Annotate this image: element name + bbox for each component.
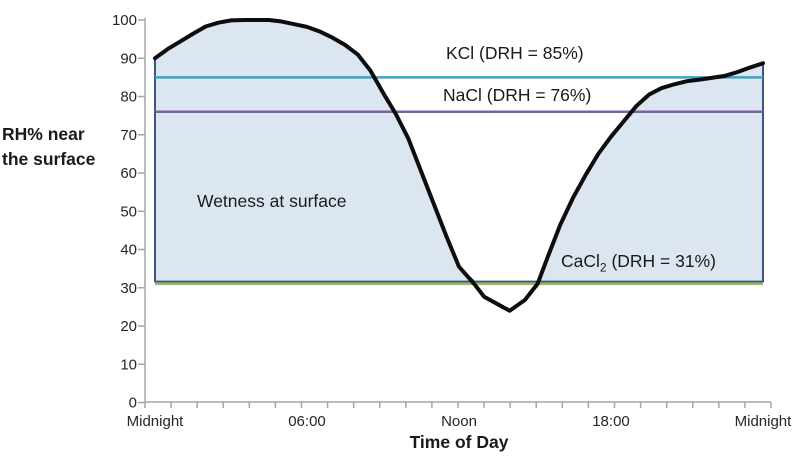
cacl2-label-suffix: (DRH = 31%)	[606, 251, 716, 271]
wetness-area-label: Wetness at surface	[197, 191, 347, 211]
cacl2-label-subscript: 2	[599, 260, 607, 275]
x-tick-label: Midnight	[735, 413, 793, 430]
kcl-line-label: KCl (DRH = 85%)	[446, 43, 584, 63]
rh-curve	[153, 18, 765, 313]
x-axis-title: Time of Day	[409, 432, 509, 452]
y-tick-label: 90	[120, 50, 137, 67]
cacl2-label-prefix: CaCl	[561, 251, 600, 271]
y-tick-label: 0	[129, 395, 137, 412]
y-tick-label: 70	[120, 127, 137, 144]
x-tick-label: 18:00	[592, 413, 630, 430]
nacl-line-label: NaCl (DRH = 76%)	[443, 85, 592, 105]
y-tick-label: 60	[120, 165, 137, 182]
y-tick-label: 100	[112, 12, 137, 29]
y-tick-label: 80	[120, 89, 137, 106]
y-tick-label: 30	[120, 280, 137, 297]
cacl2-line-label: CaCl2 (DRH = 31%)	[561, 250, 716, 275]
x-tick-label: Noon	[441, 413, 477, 430]
x-tick-label: 06:00	[288, 413, 326, 430]
y-axis-title: RH% near the surface	[2, 122, 95, 172]
y-tick-label: 20	[120, 318, 137, 335]
x-tick-label: Midnight	[127, 413, 185, 430]
y-tick-label: 40	[120, 242, 137, 259]
y-axis-title-line1: RH% near	[2, 124, 85, 144]
y-tick-label: 10	[120, 356, 137, 373]
y-tick-label: 50	[120, 203, 137, 220]
y-axis-title-line2: the surface	[2, 149, 96, 169]
